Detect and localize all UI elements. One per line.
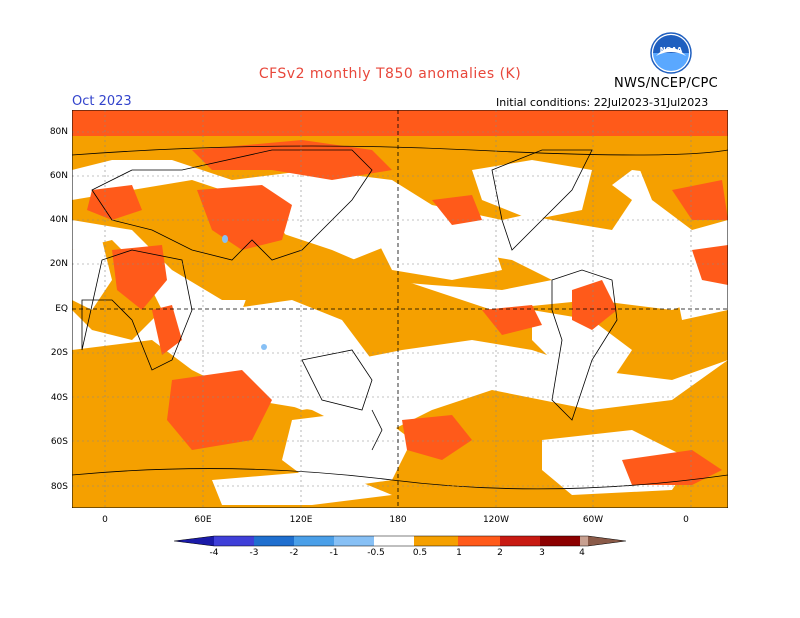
- lat-label: 60S: [50, 437, 68, 447]
- lon-label: 60W: [582, 515, 604, 525]
- coastlines: [72, 145, 728, 490]
- gridlines: [72, 110, 728, 508]
- colorbar-arrow-high: [588, 536, 626, 546]
- lon-label: 0: [102, 515, 108, 525]
- colorbar-label: -0.5: [367, 548, 385, 558]
- colorbar-swatch: [214, 536, 254, 546]
- lat-label: 40N: [49, 215, 68, 225]
- colorbar-label: -3: [249, 548, 259, 558]
- lon-label: 120W: [482, 515, 510, 525]
- lon-label: 0: [683, 515, 689, 525]
- equator-dateline: [72, 110, 728, 508]
- colorbar-swatch: [294, 536, 334, 546]
- colorbar-label: -2: [289, 548, 299, 558]
- anomaly-field-blue: [222, 235, 267, 350]
- initial-conditions-label: Initial conditions: 22Jul2023-31Jul2023: [496, 96, 709, 109]
- forecast-month-label: Oct 2023: [72, 94, 132, 109]
- lon-label: 60E: [194, 515, 212, 525]
- colorbar-label: -1: [329, 548, 339, 558]
- colorbar-label: 2: [497, 548, 503, 558]
- lon-label: 120E: [289, 515, 313, 525]
- lat-label: EQ: [55, 304, 68, 314]
- lat-label: 20S: [50, 348, 68, 358]
- colorbar-label: 4: [579, 548, 585, 558]
- colorbar-swatch: [580, 536, 588, 546]
- lat-label: 80N: [49, 127, 68, 137]
- colorbar: [174, 535, 626, 547]
- colorbar-label: 0.5: [412, 548, 428, 558]
- chart-title: CFSv2 monthly T850 anomalies (K): [258, 66, 522, 82]
- colorbar-arrow-low: [174, 536, 214, 546]
- colorbar-label: 3: [539, 548, 545, 558]
- colorbar-swatch: [540, 536, 580, 546]
- anomaly-field-neutral: [72, 160, 728, 505]
- colorbar-label: -4: [209, 548, 219, 558]
- lat-label: 40S: [50, 393, 68, 403]
- colorbar-swatch: [500, 536, 540, 546]
- lat-label: 80S: [50, 482, 68, 492]
- colorbar-swatch: [458, 536, 500, 546]
- anomaly-map: [72, 110, 728, 508]
- colorbar-swatch: [414, 536, 458, 546]
- colorbar-swatch: [374, 536, 414, 546]
- lat-label: 20N: [49, 259, 68, 269]
- colorbar-label: 1: [456, 548, 462, 558]
- anomaly-field-red: [72, 110, 728, 485]
- colorbar-swatch: [254, 536, 294, 546]
- lon-label: 180: [389, 515, 407, 525]
- logo-text: NOAA: [660, 46, 683, 54]
- organization-label: NWS/NCEP/CPC: [614, 76, 719, 91]
- lat-label: 60N: [49, 171, 68, 181]
- noaa-logo: NOAA: [650, 32, 692, 74]
- colorbar-swatch: [334, 536, 374, 546]
